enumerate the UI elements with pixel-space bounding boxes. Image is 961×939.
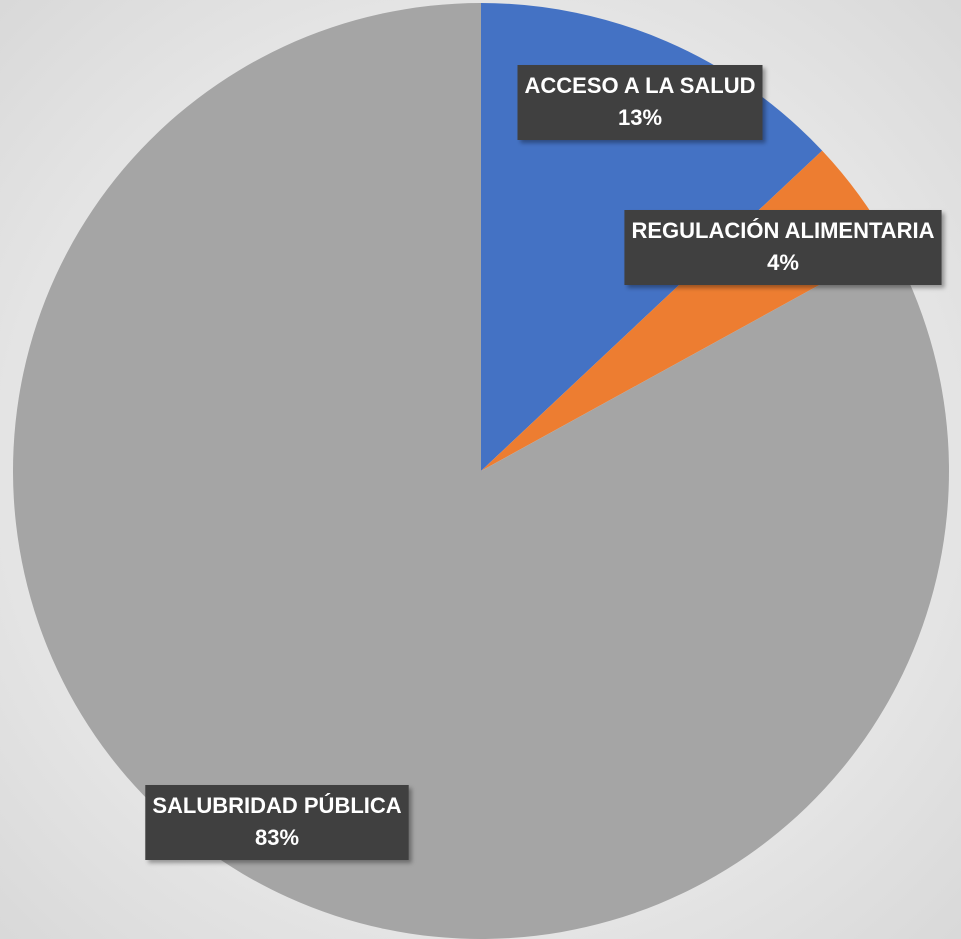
data-label: ACCESO A LA SALUD 13% xyxy=(517,65,763,140)
label-category: SALUBRIDAD PÚBLICA xyxy=(152,793,401,818)
pie-slice xyxy=(13,3,949,939)
data-labels: ACCESO A LA SALUD 13% REGULACIÓN ALIMENTAR… xyxy=(145,65,942,860)
data-label: SALUBRIDAD PÚBLICA 83% xyxy=(145,785,409,860)
label-category: ACCESO A LA SALUD xyxy=(525,73,756,98)
label-box xyxy=(624,210,942,285)
label-value: 13% xyxy=(618,105,662,130)
data-label: REGULACIÓN ALIMENTARIA 4% xyxy=(624,210,942,285)
label-box xyxy=(145,785,409,860)
label-box xyxy=(517,65,763,140)
label-category: REGULACIÓN ALIMENTARIA xyxy=(631,218,934,243)
label-value: 83% xyxy=(255,825,299,850)
label-value: 4% xyxy=(767,250,799,275)
